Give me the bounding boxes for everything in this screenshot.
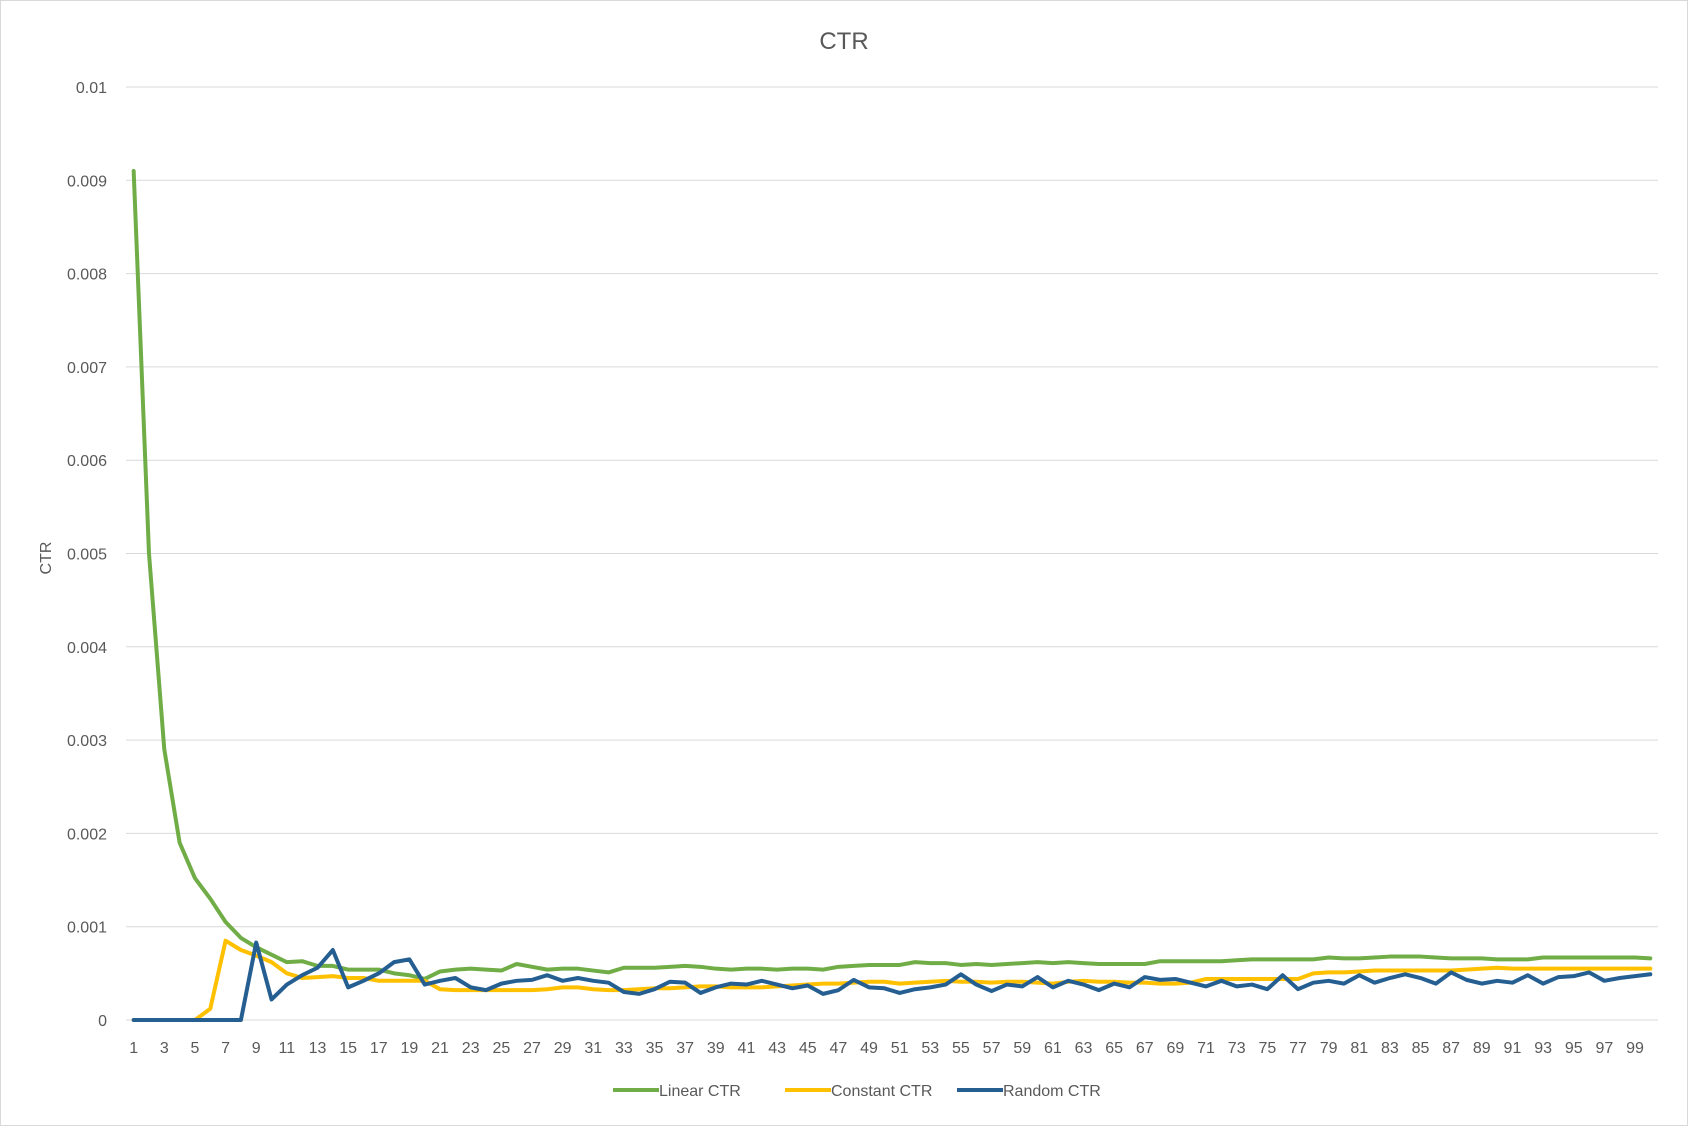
x-tick-label: 53 xyxy=(921,1040,939,1057)
x-axis-ticks: 1 3 5 7 9 11 13 15 17 19 21 23 25 27 29 31 33 35 37 39 41 43 4… xyxy=(129,1040,1644,1057)
x-tick-label: 13 xyxy=(309,1040,327,1057)
series-line-random-ctr xyxy=(131,940,1653,1022)
y-tick-label: 0.002 xyxy=(67,826,107,843)
x-tick-label: 21 xyxy=(431,1040,449,1057)
x-tick-label: 45 xyxy=(799,1040,817,1057)
x-tick-label: 61 xyxy=(1044,1040,1062,1057)
y-tick-label: 0 xyxy=(98,1013,107,1030)
x-tick-label: 67 xyxy=(1136,1040,1154,1057)
legend-item: Constant CTR xyxy=(785,1083,932,1100)
y-tick-label: 0.007 xyxy=(67,360,107,377)
legend-label: Constant CTR xyxy=(831,1083,932,1100)
x-tick-label: 97 xyxy=(1595,1040,1613,1057)
legend-item: Linear CTR xyxy=(613,1083,741,1100)
x-tick-label: 39 xyxy=(707,1040,725,1057)
x-tick-label: 63 xyxy=(1075,1040,1093,1057)
x-tick-label: 83 xyxy=(1381,1040,1399,1057)
y-tick-label: 0.004 xyxy=(67,640,107,657)
x-tick-label: 37 xyxy=(676,1040,694,1057)
y-tick-label: 0.008 xyxy=(67,267,107,284)
x-tick-label: 79 xyxy=(1320,1040,1338,1057)
x-tick-label: 7 xyxy=(221,1040,230,1057)
y-axis-ticks: 0 0.001 0.002 0.003 0.004 0.005 0.006 0.007 0.00… xyxy=(67,80,107,1030)
y-tick-label: 0.005 xyxy=(67,547,107,564)
x-tick-label: 87 xyxy=(1442,1040,1460,1057)
series-line-constant-ctr xyxy=(131,938,1653,1022)
x-tick-label: 95 xyxy=(1565,1040,1583,1057)
x-tick-label: 47 xyxy=(829,1040,847,1057)
x-tick-label: 71 xyxy=(1197,1040,1215,1057)
y-axis-title: CTR xyxy=(38,542,55,575)
legend-item: Random CTR xyxy=(957,1083,1101,1100)
x-tick-label: 55 xyxy=(952,1040,970,1057)
x-tick-label: 69 xyxy=(1167,1040,1185,1057)
x-tick-label: 15 xyxy=(339,1040,357,1057)
x-tick-label: 77 xyxy=(1289,1040,1307,1057)
x-tick-label: 89 xyxy=(1473,1040,1491,1057)
legend: Linear CTR Constant CTR Random CTR xyxy=(613,1083,1101,1100)
x-tick-label: 31 xyxy=(584,1040,602,1057)
x-tick-label: 5 xyxy=(190,1040,199,1057)
series-line-linear-ctr xyxy=(131,168,1653,981)
x-tick-label: 85 xyxy=(1412,1040,1430,1057)
x-tick-label: 17 xyxy=(370,1040,388,1057)
y-tick-label: 0.006 xyxy=(67,453,107,470)
x-tick-label: 51 xyxy=(891,1040,909,1057)
x-tick-label: 27 xyxy=(523,1040,541,1057)
x-tick-label: 9 xyxy=(252,1040,261,1057)
x-tick-label: 57 xyxy=(983,1040,1001,1057)
chart-title: CTR xyxy=(819,28,868,55)
x-tick-label: 65 xyxy=(1105,1040,1123,1057)
y-tick-label: 0.001 xyxy=(67,920,107,937)
y-tick-label: 0.003 xyxy=(67,733,107,750)
x-tick-label: 33 xyxy=(615,1040,633,1057)
x-tick-label: 29 xyxy=(554,1040,572,1057)
x-tick-label: 41 xyxy=(738,1040,756,1057)
x-tick-label: 3 xyxy=(160,1040,169,1057)
x-tick-label: 23 xyxy=(462,1040,480,1057)
x-tick-label: 99 xyxy=(1626,1040,1644,1057)
gridlines xyxy=(126,86,1658,1021)
x-tick-label: 49 xyxy=(860,1040,878,1057)
x-tick-label: 35 xyxy=(646,1040,664,1057)
x-tick-label: 81 xyxy=(1350,1040,1368,1057)
y-tick-label: 0.009 xyxy=(67,173,107,190)
legend-label: Random CTR xyxy=(1003,1083,1101,1100)
x-tick-label: 59 xyxy=(1013,1040,1031,1057)
legend-label: Linear CTR xyxy=(659,1083,741,1100)
series-lines xyxy=(131,168,1653,1022)
x-tick-label: 25 xyxy=(492,1040,510,1057)
x-tick-label: 91 xyxy=(1504,1040,1522,1057)
x-tick-label: 11 xyxy=(279,1040,296,1057)
x-tick-label: 93 xyxy=(1534,1040,1552,1057)
x-tick-label: 73 xyxy=(1228,1040,1246,1057)
y-tick-label: 0.01 xyxy=(76,80,107,97)
x-tick-label: 1 xyxy=(129,1040,138,1057)
x-tick-label: 75 xyxy=(1258,1040,1276,1057)
x-tick-label: 19 xyxy=(401,1040,419,1057)
x-tick-label: 43 xyxy=(768,1040,786,1057)
